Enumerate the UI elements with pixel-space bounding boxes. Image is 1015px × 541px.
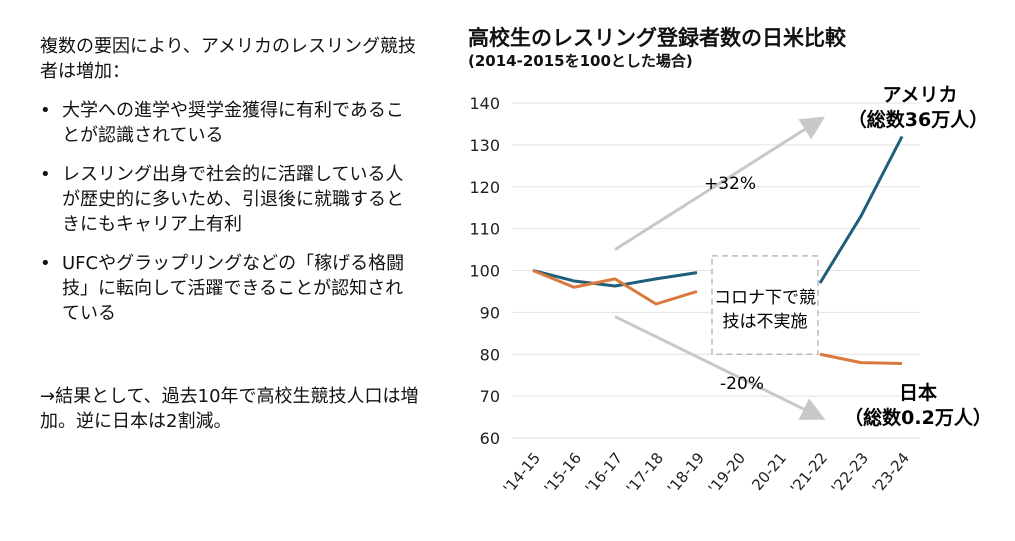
legend-japan-total: （総数0.2万人）	[844, 406, 992, 429]
down-label: -20%	[720, 374, 764, 394]
y-tick-label: 90	[480, 303, 500, 322]
y-tick-label: 70	[480, 387, 500, 406]
x-tick-label: '22-23	[828, 449, 872, 497]
covid-box	[711, 255, 819, 355]
up-label: +32%	[704, 174, 756, 194]
down-trend-arrow	[614, 315, 826, 420]
y-tick-label: 110	[469, 220, 500, 239]
x-tick-label: '15-16	[541, 449, 585, 497]
legend-japan: 日本	[899, 381, 937, 404]
covid-box-text: コロナ下で競	[714, 288, 816, 308]
list-item: UFCやグラップリングなどの「稼げる格闘技」に転向して活躍できることが認知されて…	[40, 251, 420, 326]
x-tick-label: '16-17	[582, 449, 626, 497]
y-tick-label: 60	[480, 429, 500, 448]
intro-text: 複数の要因により、アメリカのレスリング競技者は増加：	[40, 36, 417, 82]
x-tick-label: '23-24	[869, 449, 913, 497]
chart-title: 高校生のレスリング登録者数の日米比較	[468, 26, 846, 50]
x-tick-label: '19-20	[705, 449, 749, 497]
y-tick-label: 80	[480, 345, 500, 364]
series-line-japan	[819, 352, 903, 365]
y-tick-label: 140	[469, 94, 500, 113]
y-tick-label: 120	[469, 178, 500, 197]
legend-usa-total: （総数36万人）	[848, 108, 988, 131]
x-tick-label: '14-15	[500, 449, 544, 497]
y-tick-label: 100	[469, 262, 500, 281]
x-tick-label: 20-21	[748, 449, 790, 494]
covid-box-text: 技は不実施	[723, 312, 808, 332]
conclusion-text: →結果として、過去10年で高校生競技人口は増加。逆に日本は2割減。	[40, 386, 419, 432]
x-tick-label: '21-22	[787, 449, 831, 497]
x-tick-label: '17-18	[623, 449, 667, 497]
y-tick-label: 130	[469, 136, 500, 155]
list-item: 大学への進学や奨学金獲得に有利であることが認識されている	[40, 98, 420, 148]
legend-usa: アメリカ	[882, 84, 957, 106]
series-line-usa	[818, 135, 904, 284]
reasons-list: 大学への進学や奨学金獲得に有利であることが認識されている レスリング出身で社会的…	[40, 98, 420, 326]
list-item: レスリング出身で社会的に活躍している人が歴史的に多いため、引退後に就職するときに…	[40, 162, 420, 237]
chart-subtitle: (2014-2015を100とした場合)	[468, 52, 693, 70]
x-tick-label: '18-19	[664, 449, 708, 497]
up-trend-arrow	[614, 116, 826, 251]
reasons-text: 複数の要因により、アメリカのレスリング競技者は増加： 大学への進学や奨学金獲得に…	[40, 34, 420, 340]
